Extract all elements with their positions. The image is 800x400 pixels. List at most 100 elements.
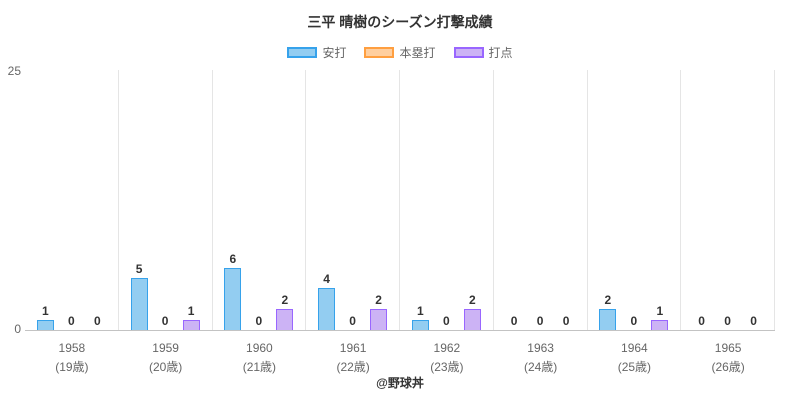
x-axis-tick-1962: 1962 (23歳) <box>400 331 494 376</box>
bar-slot: 6 <box>224 70 242 330</box>
bar-slot: 0 <box>63 70 80 330</box>
legend-label: 打点 <box>488 45 513 60</box>
x-tick-age: (23歳) <box>430 359 464 374</box>
bar-value-label: 0 <box>161 314 169 328</box>
bar-slot: 1 <box>651 70 669 330</box>
bar-打点-1960[interactable] <box>276 309 294 330</box>
x-tick-year: 1958 <box>58 341 86 355</box>
bar-slot: 4 <box>318 70 336 330</box>
bar-value-label: 0 <box>750 314 757 328</box>
bar-slot: 0 <box>344 70 361 330</box>
bar-slot: 5 <box>130 70 148 330</box>
x-tick-year: 1962 <box>433 341 461 355</box>
bar-安打-1960[interactable] <box>224 267 242 330</box>
legend-label: 安打 <box>322 45 347 60</box>
bar-value-label: 0 <box>68 314 75 328</box>
x-tick-age: (21歳) <box>242 359 277 374</box>
bar-打点-1961[interactable] <box>370 309 388 330</box>
bar-slot: 1 <box>182 70 200 330</box>
bar-slot: 0 <box>625 70 642 330</box>
bar-value-label: 0 <box>349 314 356 328</box>
bar-value-label: 0 <box>630 314 638 328</box>
bar-slot: 1 <box>36 70 54 330</box>
bar-打点-1959[interactable] <box>182 319 200 330</box>
bar-value-label: 0 <box>510 314 518 328</box>
chart-title: 三平 晴樹のシーズン打撃成績 <box>307 14 493 30</box>
bar-slot: 2 <box>463 70 481 330</box>
legend-item-1[interactable]: 安打 <box>287 44 346 61</box>
bar-group-1960: 6 0 2 <box>213 70 307 330</box>
legend-item-2[interactable]: 本塁打 <box>364 44 436 61</box>
x-tick-year: 1959 <box>152 341 179 355</box>
bar-value-label: 0 <box>698 314 705 328</box>
x-axis-tick-1961: 1961 (22歳) <box>306 331 400 376</box>
bar-value-label: 0 <box>536 314 544 328</box>
bar-value-label: 0 <box>724 314 731 328</box>
bar-slot: 0 <box>558 70 575 330</box>
legend-swatch <box>453 46 484 58</box>
x-axis-tick-1960: 1960 (21歳) <box>213 331 307 376</box>
x-tick-year: 1960 <box>246 341 273 355</box>
bar-slot: 0 <box>745 70 762 330</box>
y-axis-tick-25: 25 <box>7 64 21 78</box>
bar-slot: 1 <box>411 70 429 330</box>
bar-value-label: 0 <box>562 314 570 328</box>
bar-slot: 0 <box>693 70 710 330</box>
x-axis-tick-1965: 1965 (26歳) <box>681 331 775 376</box>
bar-slot: 2 <box>276 70 294 330</box>
x-tick-age: (25歳) <box>617 359 652 374</box>
bar-value-label: 4 <box>323 272 330 287</box>
bar-group-1961: 4 0 2 <box>306 70 400 330</box>
bar-group-1963: 0 0 0 <box>494 70 588 330</box>
bar-group-1959: 5 0 1 <box>119 70 213 330</box>
legend: 安打 本塁打 打点 <box>0 44 800 61</box>
x-axis-tick-1964: 1964 (25歳) <box>588 331 682 376</box>
x-tick-age: (24歳) <box>523 359 558 374</box>
bar-slot: 0 <box>157 70 174 330</box>
x-axis: 1958 (19歳) 1959 (20歳) 1960 (21歳) 1961 (22歳) 1962… <box>25 331 775 376</box>
bar-打点-1962[interactable] <box>463 309 481 330</box>
x-tick-age: (26歳) <box>711 359 745 374</box>
bar-value-label: 5 <box>135 262 143 276</box>
x-tick-year: 1961 <box>339 341 367 355</box>
bar-slot: 0 <box>532 70 549 330</box>
bar-value-label: 6 <box>229 251 237 266</box>
bar-slot: 0 <box>250 70 267 330</box>
x-tick-age: (22歳) <box>336 359 370 374</box>
bar-value-label: 0 <box>94 314 101 328</box>
bar-slot: 0 <box>438 70 455 330</box>
bar-安打-1961[interactable] <box>318 288 336 330</box>
bar-value-label: 0 <box>443 314 450 328</box>
bar-group-1958: 1 0 0 <box>25 70 119 330</box>
legend-item-3[interactable]: 打点 <box>453 44 513 61</box>
bar-value-label: 2 <box>604 293 612 308</box>
x-tick-year: 1963 <box>527 341 554 355</box>
bar-slot: 2 <box>370 70 388 330</box>
plot-area: 25 0 1 0 0 5 0 1 6 0 2 4 0 2 1 0 2 0 0 0 2 0 1 0 0 0 <box>8 65 775 335</box>
x-tick-year: 1965 <box>714 341 742 355</box>
bar-安打-1962[interactable] <box>411 319 429 330</box>
x-tick-year: 1964 <box>621 341 648 355</box>
bar-value-label: 1 <box>656 303 664 318</box>
bar-打点-1964[interactable] <box>651 319 669 330</box>
x-axis-tick-1959: 1959 (20歳) <box>119 331 213 376</box>
bar-安打-1959[interactable] <box>130 278 148 330</box>
bar-安打-1958[interactable] <box>36 319 54 330</box>
bar-value-label: 2 <box>281 293 289 308</box>
bar-group-1962: 1 0 2 <box>400 70 494 330</box>
x-axis-tick-1958: 1958 (19歳) <box>25 331 119 376</box>
bar-value-label: 0 <box>255 314 263 328</box>
bar-slot: 0 <box>506 70 523 330</box>
bar-value-label: 2 <box>469 293 476 308</box>
legend-label: 本塁打 <box>399 45 436 60</box>
bar-value-label: 1 <box>417 303 424 318</box>
legend-swatch <box>287 46 318 58</box>
bar-slot: 2 <box>599 70 617 330</box>
bar-value-label: 1 <box>187 303 195 318</box>
legend-swatch <box>364 46 395 58</box>
x-tick-age: (19歳) <box>55 359 89 374</box>
y-axis-tick-0: 0 <box>14 322 21 336</box>
bar-安打-1964[interactable] <box>599 309 617 330</box>
chart: 25 0 1 0 0 5 0 1 6 0 2 4 0 2 1 0 2 0 0 0 2 0 1 0 0 0 1958 (19歳) 195… <box>8 65 775 376</box>
bar-slot: 0 <box>719 70 736 330</box>
